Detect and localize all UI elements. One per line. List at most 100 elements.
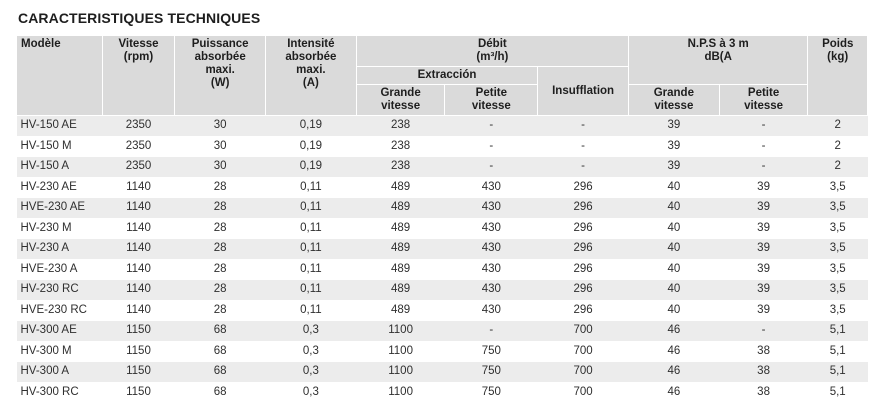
cell-extraction-petite: - bbox=[444, 320, 538, 341]
cell-extraction-grande: 489 bbox=[356, 217, 445, 239]
cell-vitesse: 1150 bbox=[102, 361, 175, 382]
table-row: HV-150 AE 2350 30 0,19 238- -39-2 bbox=[16, 115, 868, 136]
table-row: HV-300 RC 1150 68 0,3 1100 750 700 46 38 5,1 bbox=[16, 381, 868, 402]
cell-insufflation: 296 bbox=[537, 299, 629, 321]
header-nps-grande-vitesse: Grande vitesse bbox=[627, 84, 720, 116]
cell-extraction-grande: 489 bbox=[356, 258, 445, 280]
page-title: CARACTERISTIQUES TECHNIQUES bbox=[18, 10, 261, 26]
cell-nps-petite: 39 bbox=[719, 258, 808, 280]
table-row: HV-150 A 2350 30 0,19 238- -39-2 bbox=[16, 156, 868, 177]
cell-model: HV-300 AE bbox=[16, 320, 103, 341]
cell-extraction-grande: 489 bbox=[356, 176, 445, 198]
cell-nps-grande: 46 bbox=[628, 340, 720, 362]
cell-intensite: 0,3 bbox=[265, 340, 357, 362]
cell-puissance: 28 bbox=[174, 299, 266, 321]
cell-nps-grande: 39 bbox=[628, 135, 720, 157]
cell-nps-grande: 40 bbox=[628, 279, 720, 300]
cell-extraction-grande: 1100 bbox=[356, 381, 445, 402]
cell-model: HV-230 AE bbox=[16, 176, 103, 198]
cell-model: HV-300 M bbox=[16, 340, 103, 362]
cell-model: HVE-230 A bbox=[16, 258, 103, 280]
specifications-table: Modèle Vitesse (rpm) Puissance absorbée … bbox=[16, 35, 868, 402]
table-row: HV-230 A 1140 28 0,11 489 430 296 40 39 3,5 bbox=[16, 238, 868, 259]
cell-extraction-petite: 430 bbox=[444, 279, 538, 300]
cell-intensite: 0,11 bbox=[265, 217, 357, 239]
cell-puissance: 68 bbox=[174, 320, 266, 341]
cell-poids: 2 bbox=[807, 115, 868, 136]
cell-extraction-petite: 430 bbox=[444, 176, 538, 198]
cell-extraction-grande: 238 bbox=[356, 115, 445, 136]
cell-intensite: 0,3 bbox=[265, 320, 357, 341]
cell-intensite: 0,3 bbox=[265, 381, 357, 402]
cell-extraction-petite: 430 bbox=[444, 258, 538, 280]
table-row: HV-230 M 1140 28 0,11 489 430 296 40 39 3,5 bbox=[16, 217, 868, 239]
cell-poids: 5,1 bbox=[807, 361, 868, 382]
cell-puissance: 68 bbox=[174, 361, 266, 382]
cell-intensite: 0,11 bbox=[265, 258, 357, 280]
cell-poids: 5,1 bbox=[807, 320, 868, 341]
cell-nps-petite: 39 bbox=[719, 238, 808, 259]
cell-puissance: 30 bbox=[174, 156, 266, 177]
cell-extraction-petite: - bbox=[444, 135, 538, 157]
cell-vitesse: 1140 bbox=[102, 299, 175, 321]
cell-model: HV-230 RC bbox=[16, 279, 103, 300]
cell-extraction-petite: 750 bbox=[444, 361, 538, 382]
cell-nps-grande: 46 bbox=[628, 381, 720, 402]
cell-extraction-petite: 430 bbox=[444, 217, 538, 239]
cell-vitesse: 1150 bbox=[102, 320, 175, 341]
cell-poids: 3,5 bbox=[807, 299, 868, 321]
cell-nps-petite: 39 bbox=[719, 176, 808, 198]
cell-nps-grande: 46 bbox=[628, 320, 720, 341]
cell-nps-grande: 40 bbox=[628, 197, 720, 218]
cell-nps-petite: 39 bbox=[719, 197, 808, 218]
cell-extraction-petite: - bbox=[444, 115, 538, 136]
table-row: HV-300 A 1150 68 0,3 1100 750 700 46 38 5,1 bbox=[16, 361, 868, 382]
cell-vitesse: 1140 bbox=[102, 258, 175, 280]
cell-nps-petite: - bbox=[719, 320, 808, 341]
cell-nps-petite: - bbox=[719, 156, 808, 177]
cell-vitesse: 1150 bbox=[102, 381, 175, 402]
table-row: HV-230 RC 1140 28 0,11 489 430 296 40 39 3,5 bbox=[16, 279, 868, 300]
cell-model: HVE-230 RC bbox=[16, 299, 103, 321]
cell-puissance: 28 bbox=[174, 217, 266, 239]
cell-puissance: 30 bbox=[174, 115, 266, 136]
cell-model: HV-300 RC bbox=[16, 381, 103, 402]
header-nps-petite-vitesse: Petite vitesse bbox=[718, 84, 809, 116]
cell-extraction-petite: 430 bbox=[444, 238, 538, 259]
cell-insufflation: 296 bbox=[537, 176, 629, 198]
cell-extraction-petite: - bbox=[444, 156, 538, 177]
cell-nps-petite: 39 bbox=[719, 279, 808, 300]
cell-nps-grande: 40 bbox=[628, 238, 720, 259]
cell-insufflation: 296 bbox=[537, 217, 629, 239]
table-row: HVE-230 RC 1140 28 0,11 489 430 296 40 39 3,5 bbox=[16, 299, 868, 321]
header-debit: Débit (m³/h) bbox=[355, 35, 629, 67]
header-modele: Modèle bbox=[16, 35, 103, 116]
cell-vitesse: 2350 bbox=[102, 156, 175, 177]
cell-nps-petite: 38 bbox=[719, 340, 808, 362]
table-row: HV-230 AE 1140 28 0,11 489 430 296 40 39 3,5 bbox=[16, 176, 868, 198]
header-extraction-grande-vitesse: Grande vitesse bbox=[355, 84, 446, 116]
cell-puissance: 28 bbox=[174, 197, 266, 218]
cell-puissance: 68 bbox=[174, 381, 266, 402]
cell-insufflation: 296 bbox=[537, 279, 629, 300]
cell-intensite: 0,11 bbox=[265, 197, 357, 218]
table-row: HV-300 M 1150 68 0,3 1100 750 700 46 38 5,1 bbox=[16, 340, 868, 362]
cell-extraction-grande: 489 bbox=[356, 197, 445, 218]
cell-intensite: 0,19 bbox=[265, 135, 357, 157]
cell-nps-grande: 39 bbox=[628, 156, 720, 177]
cell-extraction-grande: 238 bbox=[356, 156, 445, 177]
cell-poids: 2 bbox=[807, 135, 868, 157]
cell-nps-petite: 39 bbox=[719, 299, 808, 321]
cell-extraction-petite: 750 bbox=[444, 340, 538, 362]
cell-intensite: 0,19 bbox=[265, 156, 357, 177]
cell-model: HV-230 M bbox=[16, 217, 103, 239]
cell-nps-grande: 40 bbox=[628, 176, 720, 198]
header-vitesse: Vitesse (rpm) bbox=[101, 35, 176, 116]
cell-extraction-grande: 238 bbox=[356, 135, 445, 157]
cell-puissance: 28 bbox=[174, 258, 266, 280]
cell-model: HVE-230 AE bbox=[16, 197, 103, 218]
cell-poids: 3,5 bbox=[807, 258, 868, 280]
cell-nps-grande: 40 bbox=[628, 299, 720, 321]
cell-extraction-grande: 489 bbox=[356, 238, 445, 259]
cell-insufflation: 296 bbox=[537, 258, 629, 280]
